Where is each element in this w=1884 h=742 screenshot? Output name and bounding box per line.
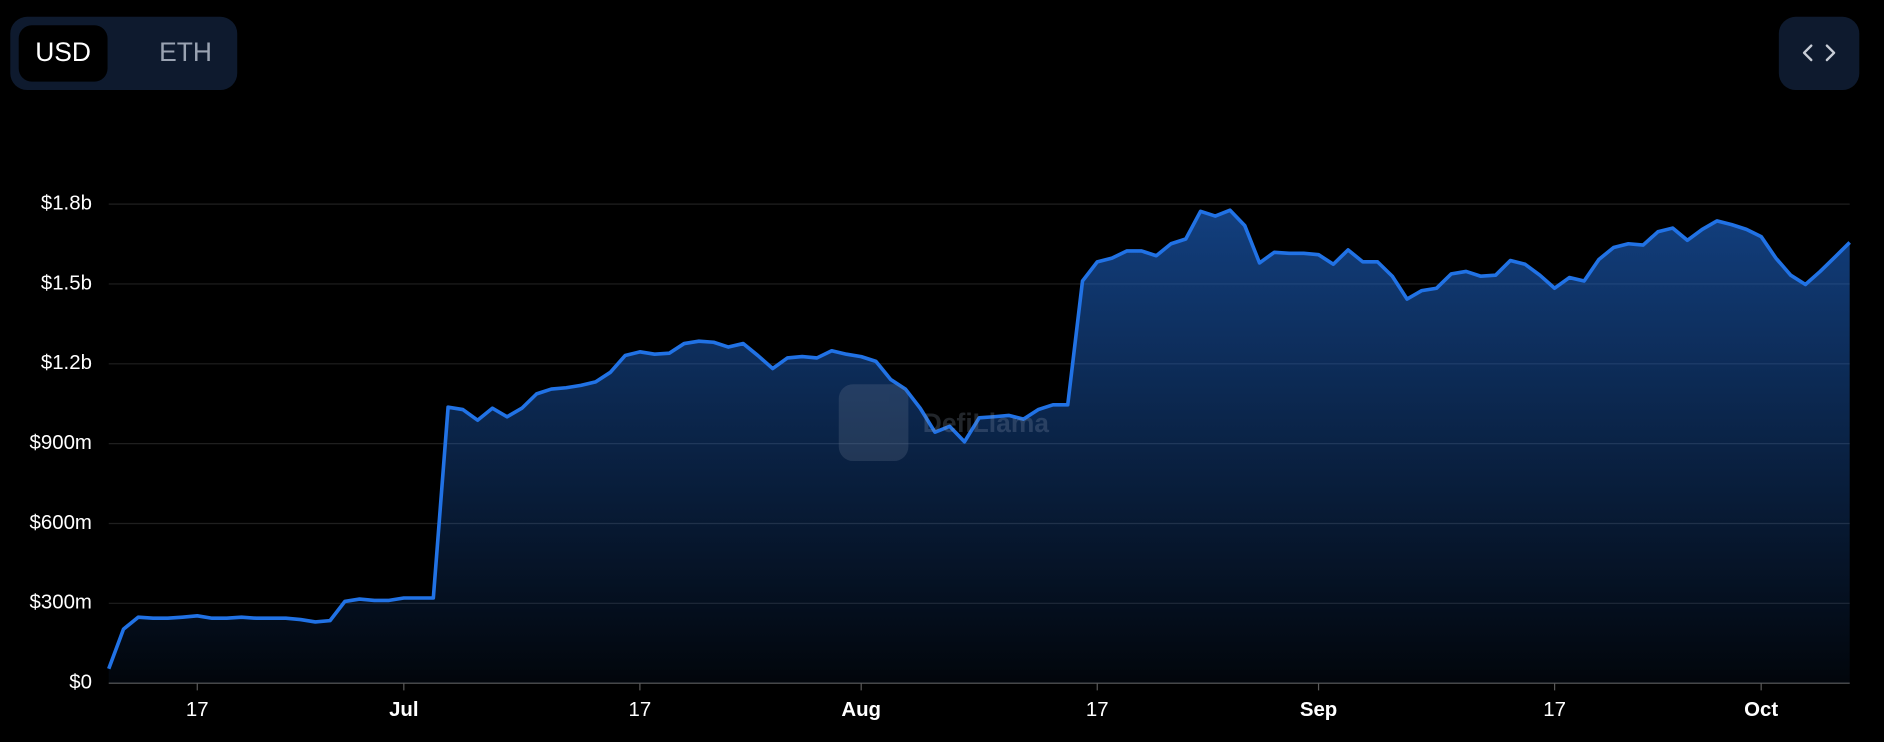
y-tick-label: $300m: [30, 592, 92, 614]
y-tick-label: $0: [69, 672, 92, 694]
x-tick-label: 17: [629, 699, 652, 721]
line: [107, 208, 1851, 670]
y-tick-label: $1.5b: [41, 272, 92, 294]
embed-icon: [1802, 44, 1836, 62]
watermark: DefiLlama: [838, 384, 1050, 462]
area: [108, 210, 1850, 684]
y-tick-label: $1.2b: [41, 352, 92, 374]
y-tick-label: $1.8b: [41, 193, 92, 215]
watermark-logo: [838, 384, 909, 462]
x-tick-label: Oct: [1744, 699, 1778, 721]
watermark-text: DefiLlama: [923, 408, 1050, 438]
y-tick-label: $900m: [30, 432, 92, 454]
y-tick-label: $600m: [30, 512, 92, 534]
x-tick-label: 17: [186, 699, 209, 721]
toggle-selected[interactable]: [18, 25, 108, 82]
embed-button[interactable]: [1778, 16, 1860, 91]
plot-area: $0 $300m $600m $900m $1.2b $1.5b $1.8b 17 Jul 17 A…: [30, 193, 1851, 721]
toggle-option[interactable]: USD: [35, 37, 91, 67]
x-tick-label: Aug: [841, 699, 881, 721]
x-tick-label: 17: [1086, 699, 1109, 721]
x-tick-label: Jul: [389, 699, 418, 721]
x-tick-label: Sep: [1300, 699, 1337, 721]
toggle-option[interactable]: ETH: [159, 37, 212, 67]
x-tick-label: 17: [1543, 699, 1566, 721]
